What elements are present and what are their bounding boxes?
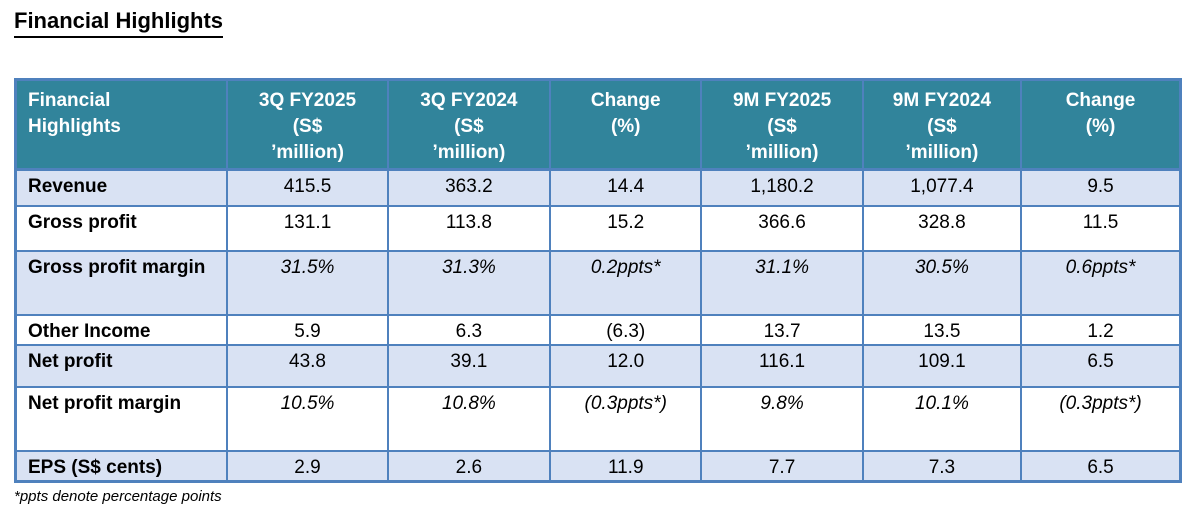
cell-value: 6.5: [1020, 343, 1182, 388]
column-header-change-9m: Change (%): [1020, 78, 1182, 172]
cell-value: 109.1: [861, 343, 1023, 388]
cell-value: 31.1%: [700, 249, 864, 316]
page-title-text: Financial Highlights: [14, 8, 224, 39]
cell-value: 1,180.2: [700, 168, 864, 207]
header-row: Financial Highlights 3Q FY2025 (S$ ’mill…: [14, 78, 1182, 172]
cell-value: 1,077.4: [861, 168, 1023, 207]
row-label: Other Income: [14, 313, 229, 346]
column-header-3q-fy2025: 3Q FY2025 (S$ ’million): [226, 78, 389, 172]
table-row-eps: EPS (S$ cents) 2.9 2.6 11.9 7.7 7.3 6.5: [14, 449, 1182, 483]
table-row-other-income: Other Income 5.9 6.3 (6.3) 13.7 13.5 1.2: [14, 313, 1182, 346]
cell-value: 0.6ppts*: [1020, 249, 1182, 316]
cell-value: 2.6: [386, 449, 552, 483]
cell-value: 5.9: [226, 313, 389, 346]
column-header-9m-fy2025: 9M FY2025 (S$ ’million): [700, 78, 864, 172]
cell-value: 2.9: [226, 449, 389, 483]
cell-value: (6.3): [549, 313, 703, 346]
cell-value: 6.5: [1020, 449, 1182, 483]
table-body: Revenue 415.5 363.2 14.4 1,180.2 1,077.4…: [14, 168, 1182, 483]
cell-value: 13.7: [700, 313, 864, 346]
cell-value: (0.3ppts*): [1020, 385, 1182, 452]
page-title: Financial Highlights: [14, 8, 1200, 39]
cell-value: 31.5%: [226, 249, 389, 316]
row-label: Revenue: [14, 168, 229, 207]
table-row-net-profit: Net profit 43.8 39.1 12.0 116.1 109.1 6.…: [14, 343, 1182, 388]
cell-value: 328.8: [861, 204, 1023, 252]
row-label: Gross profit: [14, 204, 229, 252]
table-row-gross-profit-margin: Gross profit margin 31.5% 31.3% 0.2ppts*…: [14, 249, 1182, 316]
row-label: Net profit margin: [14, 385, 229, 452]
cell-value: 39.1: [386, 343, 552, 388]
cell-value: 10.1%: [861, 385, 1023, 452]
cell-value: 11.9: [549, 449, 703, 483]
cell-value: 7.7: [700, 449, 864, 483]
cell-value: 13.5: [861, 313, 1023, 346]
cell-value: 366.6: [700, 204, 864, 252]
cell-value: 12.0: [549, 343, 703, 388]
cell-value: 113.8: [386, 204, 552, 252]
column-header-financial-highlights: Financial Highlights: [14, 78, 229, 172]
table-row-revenue: Revenue 415.5 363.2 14.4 1,180.2 1,077.4…: [14, 168, 1182, 207]
cell-value: 10.8%: [386, 385, 552, 452]
cell-value: 7.3: [861, 449, 1023, 483]
row-label: EPS (S$ cents): [14, 449, 229, 483]
cell-value: 11.5: [1020, 204, 1182, 252]
cell-value: 9.8%: [700, 385, 864, 452]
column-header-3q-fy2024: 3Q FY2024 (S$ ’million): [386, 78, 552, 172]
cell-value: 363.2: [386, 168, 552, 207]
cell-value: (0.3ppts*): [549, 385, 703, 452]
footnote: *ppts denote percentage points: [14, 487, 222, 505]
cell-value: 43.8: [226, 343, 389, 388]
row-label: Net profit: [14, 343, 229, 388]
cell-value: 31.3%: [386, 249, 552, 316]
cell-value: 415.5: [226, 168, 389, 207]
table-row-gross-profit: Gross profit 131.1 113.8 15.2 366.6 328.…: [14, 204, 1182, 252]
cell-value: 15.2: [549, 204, 703, 252]
row-label: Gross profit margin: [14, 249, 229, 316]
cell-value: 0.2ppts*: [549, 249, 703, 316]
table-header: Financial Highlights 3Q FY2025 (S$ ’mill…: [14, 78, 1182, 172]
financial-highlights-table: Financial Highlights 3Q FY2025 (S$ ’mill…: [14, 78, 1182, 483]
cell-value: 9.5: [1020, 168, 1182, 207]
cell-value: 14.4: [549, 168, 703, 207]
column-header-9m-fy2024: 9M FY2024 (S$ ’million): [861, 78, 1023, 172]
cell-value: 116.1: [700, 343, 864, 388]
column-header-change-3q: Change (%): [549, 78, 703, 172]
cell-value: 1.2: [1020, 313, 1182, 346]
cell-value: 131.1: [226, 204, 389, 252]
cell-value: 6.3: [386, 313, 552, 346]
table-row-net-profit-margin: Net profit margin 10.5% 10.8% (0.3ppts*)…: [14, 385, 1182, 452]
cell-value: 10.5%: [226, 385, 389, 452]
cell-value: 30.5%: [861, 249, 1023, 316]
